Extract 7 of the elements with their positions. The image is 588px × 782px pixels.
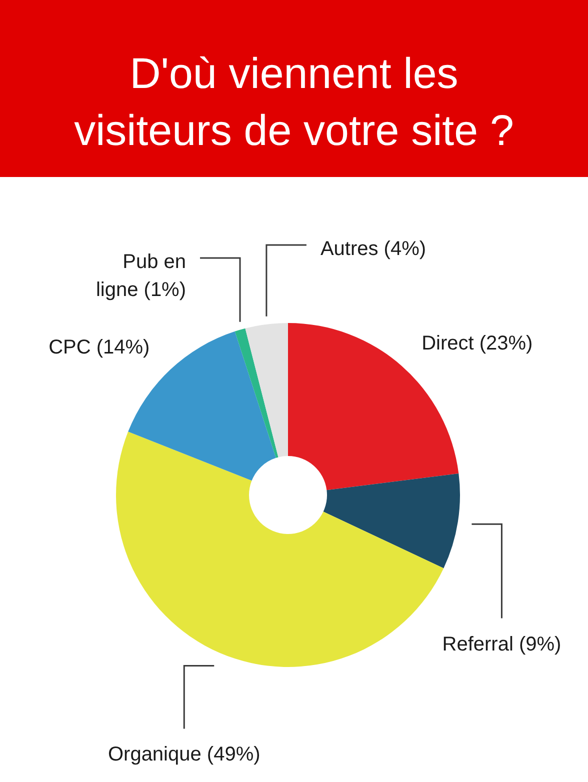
- slice-label: Pub en ligne (1%): [96, 251, 186, 301]
- slice-label: CPC (14%): [48, 336, 150, 359]
- slice-label: Direct (23%): [422, 332, 533, 354]
- slice-label: Autres (4%): [320, 238, 426, 260]
- slice-label: Referral (9%): [442, 633, 562, 656]
- slice-label: Organique (49%): [108, 744, 260, 766]
- chart-title: D'où viennent les visiteurs de votre site ?: [73, 49, 515, 157]
